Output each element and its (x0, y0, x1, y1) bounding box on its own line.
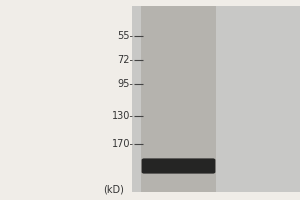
Text: 95-: 95- (118, 79, 134, 89)
Text: 55-: 55- (118, 31, 134, 41)
Text: A549: A549 (178, 198, 201, 200)
FancyBboxPatch shape (142, 158, 215, 174)
Bar (141, 6, 216, 192)
Text: 72-: 72- (118, 55, 134, 65)
Bar (132, 6, 300, 192)
Text: 130-: 130- (112, 111, 134, 121)
Text: 170-: 170- (112, 139, 134, 149)
Text: (kD): (kD) (103, 185, 124, 195)
